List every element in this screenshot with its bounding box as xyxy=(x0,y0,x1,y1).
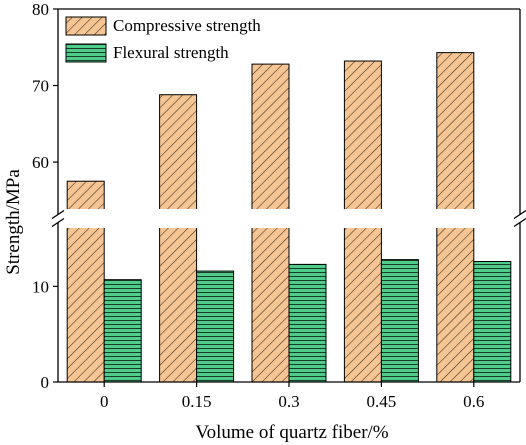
bar-flexural-3 xyxy=(380,259,419,383)
legend: Compressive strength Flexural strength xyxy=(65,16,261,63)
legend-swatch-compressive xyxy=(65,16,107,36)
axis-break xyxy=(51,209,526,228)
bars-layer xyxy=(66,52,512,383)
bar-flexural-0 xyxy=(103,279,142,383)
break-mark-left-1 xyxy=(51,217,65,228)
x-tick-label-1: 0.15 xyxy=(182,392,212,411)
y-tick-label-0: 0 xyxy=(41,373,50,392)
break-mark-right-0 xyxy=(513,209,526,220)
legend-label-flexural: Flexural strength xyxy=(113,43,229,62)
axis-layer xyxy=(57,8,521,383)
y-tick-label-2: 60 xyxy=(32,153,49,172)
y-tick-label-4: 80 xyxy=(32,0,49,19)
legend-label-compressive: Compressive strength xyxy=(113,16,261,35)
x-tick-label-0: 0 xyxy=(100,392,109,411)
y-axis-label: Strength/MPa xyxy=(3,169,24,275)
x-tick-label-2: 0.3 xyxy=(278,392,299,411)
x-tick-label-4: 0.6 xyxy=(463,392,484,411)
x-axis-label: Volume of quartz fiber/% xyxy=(195,422,388,443)
break-mark-left-0 xyxy=(51,209,65,220)
bar-flexural-2 xyxy=(288,263,327,383)
break-mark-right-1 xyxy=(513,217,526,228)
break-gap xyxy=(59,209,519,228)
y-tick-label-1: 10 xyxy=(32,277,49,296)
bar-flexural-4 xyxy=(473,261,512,383)
bar-compressive-1 xyxy=(159,94,198,383)
bar-flexural-1 xyxy=(196,270,235,383)
y-tick-label-3: 70 xyxy=(32,77,49,96)
legend-swatch-flexural xyxy=(65,43,107,63)
x-tick-label-3: 0.45 xyxy=(367,392,397,411)
ticks-layer: 0 0.15 0.3 0.45 0.6 0 10 60 70 80 xyxy=(32,0,484,411)
